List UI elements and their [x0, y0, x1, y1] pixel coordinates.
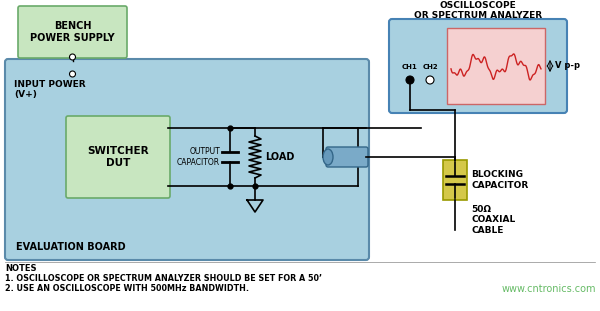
Ellipse shape — [323, 149, 333, 165]
FancyBboxPatch shape — [326, 147, 368, 167]
Circle shape — [70, 54, 76, 60]
Text: OSCILLOSCOPE
OR SPECTRUM ANALYZER: OSCILLOSCOPE OR SPECTRUM ANALYZER — [414, 1, 542, 20]
Text: 2. USE AN OSCILLOSCOPE WITH 500MHz BANDWIDTH.: 2. USE AN OSCILLOSCOPE WITH 500MHz BANDW… — [5, 284, 249, 293]
Text: OUTPUT
CAPACITOR: OUTPUT CAPACITOR — [177, 147, 220, 167]
Text: CH2: CH2 — [422, 64, 438, 70]
Bar — [447, 28, 545, 104]
FancyBboxPatch shape — [5, 59, 369, 260]
Text: BENCH
POWER SUPPLY: BENCH POWER SUPPLY — [30, 21, 115, 43]
Text: 50Ω
COAXIAL
CABLE: 50Ω COAXIAL CABLE — [471, 205, 515, 235]
Text: CH1: CH1 — [402, 64, 418, 70]
FancyBboxPatch shape — [66, 116, 170, 198]
Text: www.cntronics.com: www.cntronics.com — [502, 284, 596, 294]
Text: V p-p: V p-p — [555, 62, 580, 71]
Text: SWITCHER
DUT: SWITCHER DUT — [87, 146, 149, 168]
Circle shape — [406, 76, 414, 84]
FancyBboxPatch shape — [389, 19, 567, 113]
Text: EVALUATION BOARD: EVALUATION BOARD — [16, 242, 125, 252]
Circle shape — [426, 76, 434, 84]
Bar — [443, 160, 467, 200]
Text: NOTES: NOTES — [5, 264, 37, 273]
Text: LOAD: LOAD — [265, 152, 295, 162]
FancyBboxPatch shape — [18, 6, 127, 58]
Circle shape — [70, 71, 76, 77]
Text: 1. OSCILLOSCOPE OR SPECTRUM ANALYZER SHOULD BE SET FOR A 50’: 1. OSCILLOSCOPE OR SPECTRUM ANALYZER SHO… — [5, 274, 322, 283]
Text: BLOCKING
CAPACITOR: BLOCKING CAPACITOR — [471, 170, 528, 190]
Text: INPUT POWER
(V+): INPUT POWER (V+) — [14, 80, 86, 100]
